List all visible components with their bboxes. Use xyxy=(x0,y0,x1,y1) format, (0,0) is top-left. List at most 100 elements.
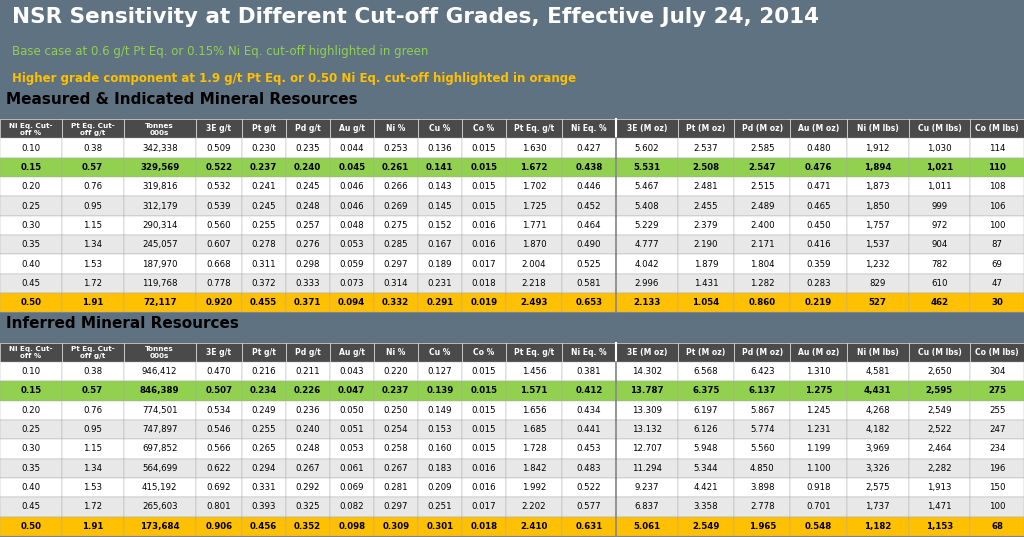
Bar xyxy=(971,401,1024,420)
Bar xyxy=(196,235,242,255)
Bar xyxy=(61,216,124,235)
Text: 319,816: 319,816 xyxy=(142,182,177,191)
Bar xyxy=(124,119,196,139)
Bar xyxy=(374,381,418,401)
Text: 0.314: 0.314 xyxy=(383,279,408,288)
Text: 0.254: 0.254 xyxy=(383,425,408,434)
Bar xyxy=(678,293,734,313)
Text: 6.568: 6.568 xyxy=(693,367,718,376)
Bar xyxy=(971,158,1024,177)
Text: 610: 610 xyxy=(931,279,947,288)
Text: 0.226: 0.226 xyxy=(294,387,322,395)
Text: Base case at 0.6 g/t Pt Eq. or 0.15% Ni Eq. cut-off highlighted in green: Base case at 0.6 g/t Pt Eq. or 0.15% Ni … xyxy=(12,45,429,58)
Bar xyxy=(0,459,61,478)
Text: 12.707: 12.707 xyxy=(632,445,662,453)
Bar xyxy=(908,197,971,216)
Text: 72,117: 72,117 xyxy=(143,298,176,307)
Text: 0.292: 0.292 xyxy=(296,483,319,492)
Text: 119,768: 119,768 xyxy=(142,279,177,288)
Bar xyxy=(562,255,615,274)
Text: 0.301: 0.301 xyxy=(426,522,454,531)
Bar xyxy=(847,293,908,313)
Bar xyxy=(286,497,330,517)
Bar xyxy=(374,293,418,313)
Text: 2.547: 2.547 xyxy=(749,163,776,172)
Bar xyxy=(196,343,242,362)
Bar xyxy=(678,343,734,362)
Bar xyxy=(124,293,196,313)
Bar xyxy=(61,293,124,313)
Bar xyxy=(562,381,615,401)
Text: Pt Eq. Cut-: Pt Eq. Cut- xyxy=(71,122,115,129)
Bar xyxy=(286,381,330,401)
Bar xyxy=(0,139,61,158)
Text: 415,192: 415,192 xyxy=(142,483,177,492)
Text: 0.548: 0.548 xyxy=(805,522,833,531)
Bar xyxy=(330,401,374,420)
Bar xyxy=(124,459,196,478)
Text: 187,970: 187,970 xyxy=(142,259,177,268)
Text: 1.245: 1.245 xyxy=(806,406,830,415)
Text: 0.566: 0.566 xyxy=(207,445,231,453)
Bar xyxy=(734,177,791,197)
Bar xyxy=(791,139,847,158)
Text: 0.043: 0.043 xyxy=(339,367,364,376)
Bar xyxy=(908,158,971,177)
Text: 0.25: 0.25 xyxy=(22,425,40,434)
Text: 0.045: 0.045 xyxy=(338,163,366,172)
Bar xyxy=(971,177,1024,197)
Bar xyxy=(374,119,418,139)
Bar xyxy=(0,478,61,497)
Text: 1,912: 1,912 xyxy=(865,143,890,153)
Bar xyxy=(330,197,374,216)
Text: 2.410: 2.410 xyxy=(520,522,548,531)
Bar xyxy=(124,255,196,274)
Text: 2.585: 2.585 xyxy=(750,143,774,153)
Bar xyxy=(462,381,506,401)
Text: 0.25: 0.25 xyxy=(22,201,40,211)
Text: 0.465: 0.465 xyxy=(806,201,830,211)
Text: 697,852: 697,852 xyxy=(142,445,177,453)
Bar xyxy=(506,197,562,216)
Bar xyxy=(330,216,374,235)
Text: 0.701: 0.701 xyxy=(806,503,830,511)
Text: 4,268: 4,268 xyxy=(865,406,890,415)
Text: 290,314: 290,314 xyxy=(142,221,177,230)
Text: 0.35: 0.35 xyxy=(22,240,40,249)
Bar xyxy=(734,343,791,362)
Text: 0.237: 0.237 xyxy=(250,163,278,172)
Text: Cu (M lbs): Cu (M lbs) xyxy=(918,348,962,357)
Text: Cu %: Cu % xyxy=(429,348,451,357)
Bar xyxy=(374,255,418,274)
Text: 774,501: 774,501 xyxy=(142,406,177,415)
Bar xyxy=(462,343,506,362)
Text: Co %: Co % xyxy=(473,348,495,357)
Text: 0.30: 0.30 xyxy=(22,221,40,230)
Bar xyxy=(286,255,330,274)
Text: 0.245: 0.245 xyxy=(251,201,275,211)
Text: 0.359: 0.359 xyxy=(806,259,830,268)
Bar xyxy=(330,459,374,478)
Bar xyxy=(196,478,242,497)
Bar xyxy=(374,197,418,216)
Text: 0.241: 0.241 xyxy=(251,182,275,191)
Text: 196: 196 xyxy=(989,464,1006,473)
Text: 1.310: 1.310 xyxy=(806,367,830,376)
Bar xyxy=(562,158,615,177)
Text: 0.76: 0.76 xyxy=(83,406,102,415)
Bar xyxy=(124,274,196,293)
Text: 4.777: 4.777 xyxy=(635,240,659,249)
Bar xyxy=(506,293,562,313)
Bar xyxy=(791,255,847,274)
Text: Au g/t: Au g/t xyxy=(339,124,365,133)
Text: 110: 110 xyxy=(988,163,1007,172)
Text: 0.050: 0.050 xyxy=(339,406,364,415)
Text: 0.283: 0.283 xyxy=(806,279,830,288)
Text: 6.423: 6.423 xyxy=(750,367,774,376)
Text: 1.72: 1.72 xyxy=(83,279,102,288)
Bar xyxy=(791,216,847,235)
Text: 0.016: 0.016 xyxy=(471,464,496,473)
Bar xyxy=(286,478,330,497)
Text: 9.237: 9.237 xyxy=(635,483,659,492)
Bar xyxy=(196,362,242,381)
